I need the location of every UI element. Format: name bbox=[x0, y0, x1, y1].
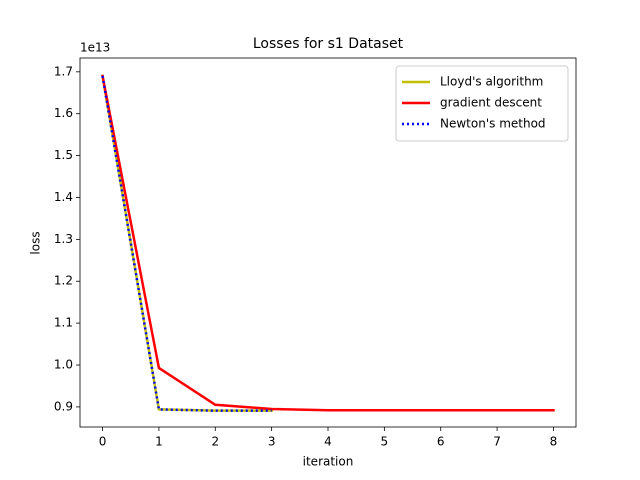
y-tick-label: 1.7 bbox=[54, 64, 73, 78]
y-tick-label: 1.3 bbox=[54, 232, 73, 246]
plot-frame bbox=[79, 57, 577, 428]
x-tick-label: 8 bbox=[550, 435, 558, 449]
y-tick-label: 1.0 bbox=[54, 358, 73, 372]
legend-label: Newton's method bbox=[440, 117, 546, 131]
y-tick-label: 1.5 bbox=[54, 148, 73, 162]
y-tick-label: 1.2 bbox=[54, 274, 73, 288]
line-series bbox=[101, 75, 272, 412]
y-offset-label: 1e13 bbox=[80, 41, 110, 55]
x-tick-label: 6 bbox=[437, 435, 445, 449]
y-tick-label: 1.1 bbox=[54, 316, 73, 330]
legend-label: gradient descent bbox=[440, 96, 542, 110]
y-tick-label: 1.6 bbox=[54, 106, 73, 120]
x-tick-label: 0 bbox=[99, 435, 107, 449]
y-axis-label: loss bbox=[29, 231, 43, 254]
chart-title: Losses for s1 Dataset bbox=[253, 36, 404, 52]
y-tick-label: 1.4 bbox=[54, 190, 73, 204]
x-tick-label: 5 bbox=[381, 435, 389, 449]
line-series bbox=[101, 74, 555, 412]
x-tick-label: 3 bbox=[268, 435, 276, 449]
x-axis-label: iteration bbox=[303, 455, 354, 469]
x-tick-label: 1 bbox=[155, 435, 163, 449]
x-tick-label: 7 bbox=[493, 435, 501, 449]
x-tick-label: 4 bbox=[324, 435, 332, 449]
y-tick-label: 0.9 bbox=[54, 399, 73, 413]
legend-label: Lloyd's algorithm bbox=[440, 75, 543, 89]
legend-box bbox=[395, 65, 569, 142]
x-tick-label: 2 bbox=[211, 435, 219, 449]
